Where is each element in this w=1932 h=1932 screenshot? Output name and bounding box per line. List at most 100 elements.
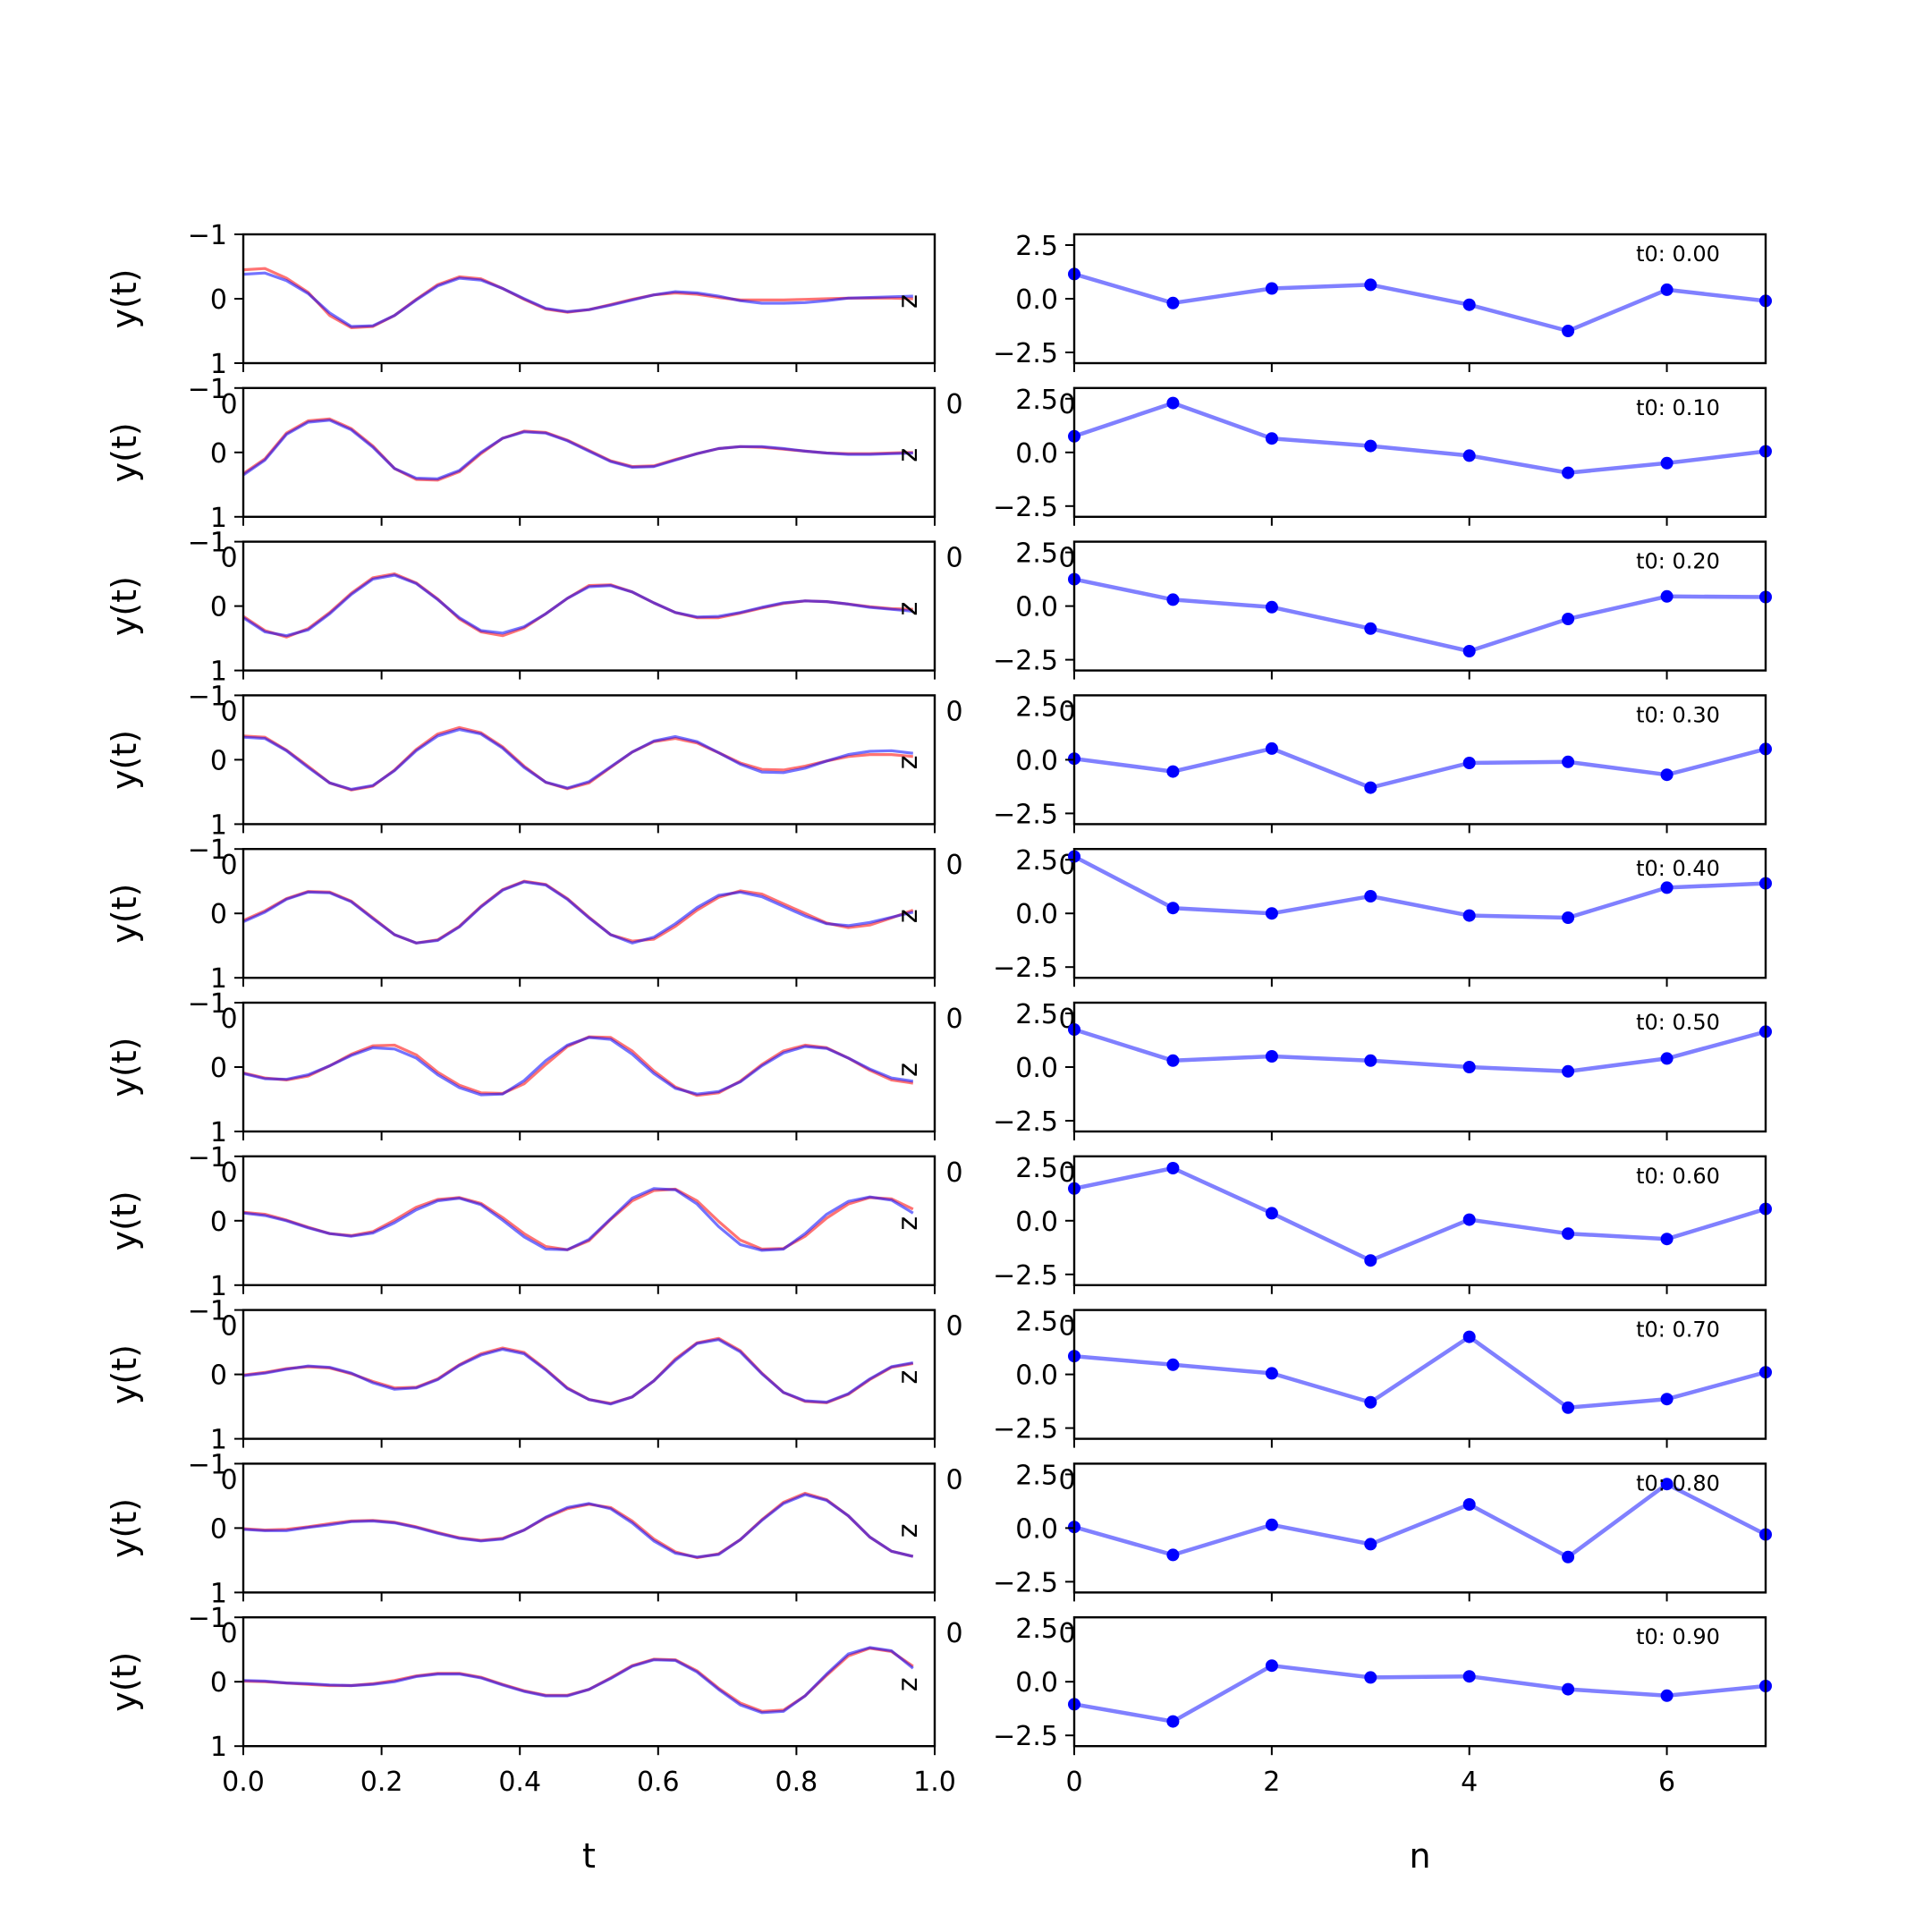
latent-point — [1265, 1518, 1278, 1531]
y-tick-label: 0 — [210, 745, 227, 776]
stray-zero-label: 0 — [220, 1004, 237, 1035]
y-tick-label: 2.5 — [1015, 999, 1058, 1030]
left-panel: 10−1y(t) z10−1y(t) z0 0 010−1y(t) z0 0 010−1y(t… — [105, 220, 1076, 1798]
stray-zero-label: 0 — [220, 1618, 237, 1649]
y-tick-label: 1 — [210, 1117, 227, 1148]
y-tick-label: −2.5 — [993, 492, 1058, 523]
latent-point — [1166, 765, 1180, 778]
stray-zero-label: 0 — [945, 1004, 962, 1035]
y-tick-label: 1 — [210, 1732, 227, 1763]
series-pred-line — [243, 1187, 914, 1252]
x-tick-label: 2 — [1263, 1767, 1280, 1798]
latent-point — [1166, 1162, 1180, 1174]
axes-frame — [242, 386, 936, 518]
y-axis-label: y(t) — [105, 1344, 144, 1404]
right-axes-row-6: 2.5 0.0 −2.5 t0: 0.60 — [993, 1153, 1772, 1294]
y-tick-label: 0.0 — [1015, 1360, 1058, 1392]
axes-frame — [242, 1001, 936, 1133]
y-tick-label: 1 — [210, 503, 227, 534]
latent-point — [1265, 1050, 1278, 1063]
y-tick-label: −1 — [188, 528, 227, 559]
left-axes-row-6: 10−1y(t) z0 0 0 — [105, 1142, 1076, 1302]
latent-point — [1265, 907, 1278, 920]
axes-background — [1074, 695, 1766, 825]
latent-point — [1660, 589, 1674, 603]
x-tick-label: 1.0 — [913, 1767, 956, 1798]
latent-line — [1074, 272, 1766, 334]
t0-label: t0: 0.70 — [1636, 1318, 1720, 1343]
latent-point — [1364, 1395, 1377, 1409]
stray-zero-label: 0 — [220, 696, 237, 727]
latent-line — [1074, 577, 1766, 654]
series-pred-line — [243, 1493, 914, 1559]
stray-z-label: z — [893, 1677, 924, 1691]
y-tick-label: 2.5 — [1015, 1307, 1058, 1338]
x-tick-label: 0.2 — [360, 1767, 403, 1798]
axes-frame — [242, 1309, 936, 1440]
t0-label: t0: 0.30 — [1636, 702, 1720, 727]
axes-background — [1074, 1309, 1766, 1439]
latent-point — [1660, 1393, 1674, 1406]
t0-label: t0: 0.90 — [1636, 1624, 1720, 1649]
latent-point — [1660, 881, 1674, 894]
stray-zero-label: 0 — [945, 1157, 962, 1189]
stray-zero-label: 0 — [1058, 389, 1075, 420]
axes-frame — [1072, 1001, 1767, 1133]
stray-zero-label: 0 — [945, 850, 962, 881]
t0-label: t0: 0.00 — [1636, 242, 1720, 267]
latent-point — [1660, 1478, 1674, 1491]
latent-point — [1265, 1659, 1278, 1673]
axes-background — [1074, 541, 1766, 671]
latent-point — [1462, 1061, 1476, 1073]
y-tick-label: 0 — [210, 1053, 227, 1084]
stray-zero-label: 0 — [220, 1311, 237, 1343]
y-tick-label: 0.0 — [1015, 1053, 1058, 1084]
axes-frame — [1072, 233, 1767, 365]
latent-point — [1462, 909, 1476, 922]
stray-zero-label: 0 — [945, 543, 962, 574]
y-tick-label: 1 — [210, 1578, 227, 1609]
left-axes-row-9: 10−10.0 0.2 0.4 0.6 0.8 1.0y(t) z0 0 0 — [105, 1603, 1076, 1798]
latent-point — [1166, 396, 1180, 410]
stray-z-label: z — [893, 448, 924, 462]
y-tick-label: −2.5 — [993, 799, 1058, 830]
y-tick-label: −2.5 — [993, 1106, 1058, 1138]
x-axis-label-t: t — [582, 1836, 596, 1876]
y-tick-label: 0.0 — [1015, 438, 1058, 470]
y-tick-label: 2.5 — [1015, 691, 1058, 723]
right-axes-row-3: 2.5 0.0 −2.5 t0: 0.30 — [993, 691, 1772, 834]
y-tick-label: −2.5 — [993, 646, 1058, 677]
y-tick-label: −1 — [188, 1449, 227, 1480]
left-axes-row-0: 1 0 −1 y(t) z — [105, 220, 936, 380]
stray-zero-label: 0 — [945, 696, 962, 727]
latent-point — [1562, 325, 1575, 337]
latent-point — [1364, 1538, 1377, 1551]
y-tick-label: 1 — [210, 657, 227, 688]
latent-point — [1166, 1054, 1180, 1067]
stray-zero-label: 0 — [1058, 1157, 1075, 1189]
latent-line — [1074, 854, 1766, 920]
stray-zero-label: 0 — [1058, 696, 1075, 727]
latent-point — [1562, 466, 1575, 479]
series-pred-line — [243, 1338, 914, 1406]
y-axis-label: y(t) — [105, 422, 144, 482]
series-pred-line — [243, 1036, 914, 1097]
stray-z-label: z — [893, 602, 924, 616]
latent-point — [1166, 296, 1180, 309]
y-axis-label: y(t) — [105, 1037, 144, 1097]
latent-point — [1265, 600, 1278, 614]
y-tick-label: 2.5 — [1015, 231, 1058, 262]
latent-point — [1364, 278, 1377, 292]
latent-point — [1166, 1358, 1180, 1371]
y-tick-label: −2.5 — [993, 1721, 1058, 1752]
latent-point — [1364, 439, 1377, 453]
latent-point — [1562, 1682, 1575, 1696]
stray-zero-label: 0 — [1058, 1311, 1075, 1343]
y-tick-label: −1 — [188, 1142, 227, 1174]
latent-point — [1660, 768, 1674, 782]
axes-background — [243, 849, 935, 979]
y-tick-label: 0 — [210, 1207, 227, 1238]
axes-background — [243, 1003, 935, 1131]
axes-frame — [1072, 1462, 1767, 1594]
